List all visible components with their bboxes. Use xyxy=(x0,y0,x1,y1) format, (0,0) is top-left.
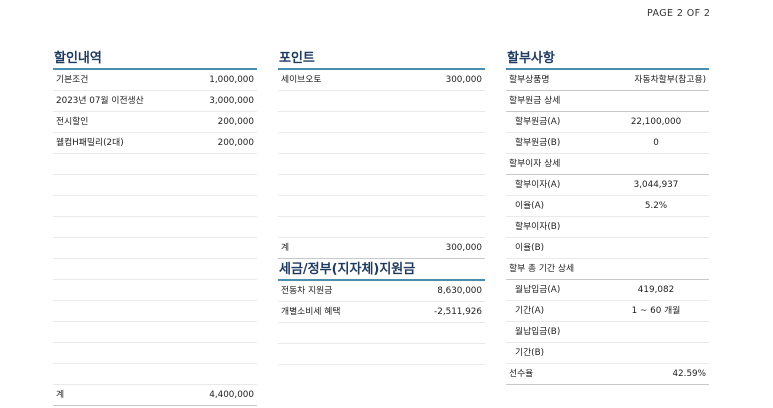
installment-row-label: 이율(B) xyxy=(515,243,545,253)
discount-row xyxy=(53,175,257,196)
installment-row-value: 419,082 xyxy=(637,285,675,295)
installment-row: 할부이자(A) 3,044,937 xyxy=(506,175,709,196)
installment-row-label: 선수율 xyxy=(509,369,534,379)
points-section: 포인트 세이브오토 300,000 계 300,000 세금/정부(지자체)지원금… xyxy=(278,49,485,365)
discount-row-value: 200,000 xyxy=(217,138,254,148)
discount-row-value: 200,000 xyxy=(217,117,254,127)
discount-row xyxy=(53,343,257,364)
points-total-value: 300,000 xyxy=(445,243,482,253)
subsidy-row xyxy=(278,344,485,365)
points-row-value: 300,000 xyxy=(445,75,482,85)
installment-row-label: 이율(A) xyxy=(515,201,545,211)
installment-row-value: 3,044,937 xyxy=(633,180,679,190)
discount-row-value: 3,000,000 xyxy=(209,96,254,106)
subsidy-row xyxy=(278,323,485,344)
discount-row: 2023년 07월 이전생산 3,000,000 xyxy=(53,91,257,112)
installment-row: 기간(B) xyxy=(506,343,709,364)
installment-row: 기간(A) 1 ~ 60 개월 xyxy=(506,301,709,322)
subsidy-row: 전동차 지원금 8,630,000 xyxy=(278,281,485,302)
points-title: 포인트 xyxy=(278,49,485,70)
installment-title: 할부사항 xyxy=(506,49,709,70)
points-row-label: 세이브오토 xyxy=(281,75,322,85)
points-row xyxy=(278,217,485,238)
page-number: PAGE 2 OF 2 xyxy=(647,8,711,19)
installment-row: 할부원금(B) 0 xyxy=(506,133,709,154)
points-row xyxy=(278,196,485,217)
discount-row-label: 2023년 07월 이전생산 xyxy=(56,96,144,106)
installment-row-value: 42.59% xyxy=(672,369,706,379)
installment-row: 할부이자 상세 xyxy=(506,154,709,175)
points-row xyxy=(278,91,485,112)
points-total-row: 계 300,000 xyxy=(278,238,485,259)
points-row xyxy=(278,112,485,133)
points-row xyxy=(278,175,485,196)
discount-row xyxy=(53,238,257,259)
installment-row-label: 기간(B) xyxy=(515,348,545,358)
installment-row: 월납입금(A) 419,082 xyxy=(506,280,709,301)
subsidy-row-value: 8,630,000 xyxy=(437,286,482,296)
installment-row: 선수율 42.59% xyxy=(506,364,709,385)
discount-row-label: 전시할인 xyxy=(56,117,89,127)
installment-row-label: 할부상품명 xyxy=(509,75,550,85)
installment-row-value: 5.2% xyxy=(644,201,668,211)
installment-row: 할부이자(B) xyxy=(506,217,709,238)
discount-row-value: 1,000,000 xyxy=(209,75,254,85)
discount-row xyxy=(53,259,257,280)
points-row: 세이브오토 300,000 xyxy=(278,70,485,91)
discount-row xyxy=(53,280,257,301)
installment-row-label: 할부원금(B) xyxy=(515,138,561,148)
installment-row-label: 할부이자 상세 xyxy=(509,159,561,169)
discount-total-label: 계 xyxy=(56,390,65,400)
discount-row xyxy=(53,217,257,238)
discount-section: 할인내역 기본조건 1,000,000 2023년 07월 이전생산 3,000,00… xyxy=(53,49,257,406)
installment-row-label: 할부원금 상세 xyxy=(509,96,561,106)
discount-title: 할인내역 xyxy=(53,49,257,70)
installment-row: 할부원금 상세 xyxy=(506,91,709,112)
subsidy-row-label: 개별소비세 혜택 xyxy=(281,307,341,317)
subsidy-title: 세금/정부(지자체)지원금 xyxy=(278,260,485,281)
installment-row-label: 할부 총 기간 상세 xyxy=(509,264,575,274)
subsidy-row: 개별소비세 혜택 -2,511,926 xyxy=(278,302,485,323)
discount-row xyxy=(53,322,257,343)
installment-row-label: 할부이자(A) xyxy=(515,180,561,190)
installment-row: 이율(B) xyxy=(506,238,709,259)
discount-row xyxy=(53,301,257,322)
points-row xyxy=(278,133,485,154)
installment-row: 월납입금(B) xyxy=(506,322,709,343)
points-total-label: 계 xyxy=(281,243,290,253)
installment-row-label: 월납입금(B) xyxy=(515,327,561,337)
installment-row-value: 자동차할부(참고용) xyxy=(634,75,706,85)
discount-row xyxy=(53,364,257,385)
installment-row: 할부원금(A) 22,100,000 xyxy=(506,112,709,133)
subsidy-row-value: -2,511,926 xyxy=(434,307,482,317)
installment-row-value: 22,100,000 xyxy=(630,117,682,127)
discount-row: 기본조건 1,000,000 xyxy=(53,70,257,91)
installment-row: 할부 총 기간 상세 xyxy=(506,259,709,280)
installment-row-value: 0 xyxy=(653,138,659,148)
installment-row-label: 기간(A) xyxy=(515,306,545,316)
installment-row-label: 할부원금(A) xyxy=(515,117,561,127)
discount-row-label: 웰컴H패밀리(2대) xyxy=(56,138,124,148)
discount-row-label: 기본조건 xyxy=(56,75,89,85)
discount-row: 웰컴H패밀리(2대) 200,000 xyxy=(53,133,257,154)
installment-row: 이율(A) 5.2% xyxy=(506,196,709,217)
installment-row-label: 월납입금(A) xyxy=(515,285,561,295)
discount-row xyxy=(53,196,257,217)
installment-row-label: 할부이자(B) xyxy=(515,222,561,232)
discount-total-row: 계 4,400,000 xyxy=(53,385,257,406)
installment-row-value: 1 ~ 60 개월 xyxy=(631,306,681,316)
discount-row: 전시할인 200,000 xyxy=(53,112,257,133)
subsidy-row-label: 전동차 지원금 xyxy=(281,286,333,296)
points-row xyxy=(278,154,485,175)
discount-total-value: 4,400,000 xyxy=(209,390,254,400)
installment-row: 할부상품명 자동차할부(참고용) xyxy=(506,70,709,91)
discount-row xyxy=(53,154,257,175)
